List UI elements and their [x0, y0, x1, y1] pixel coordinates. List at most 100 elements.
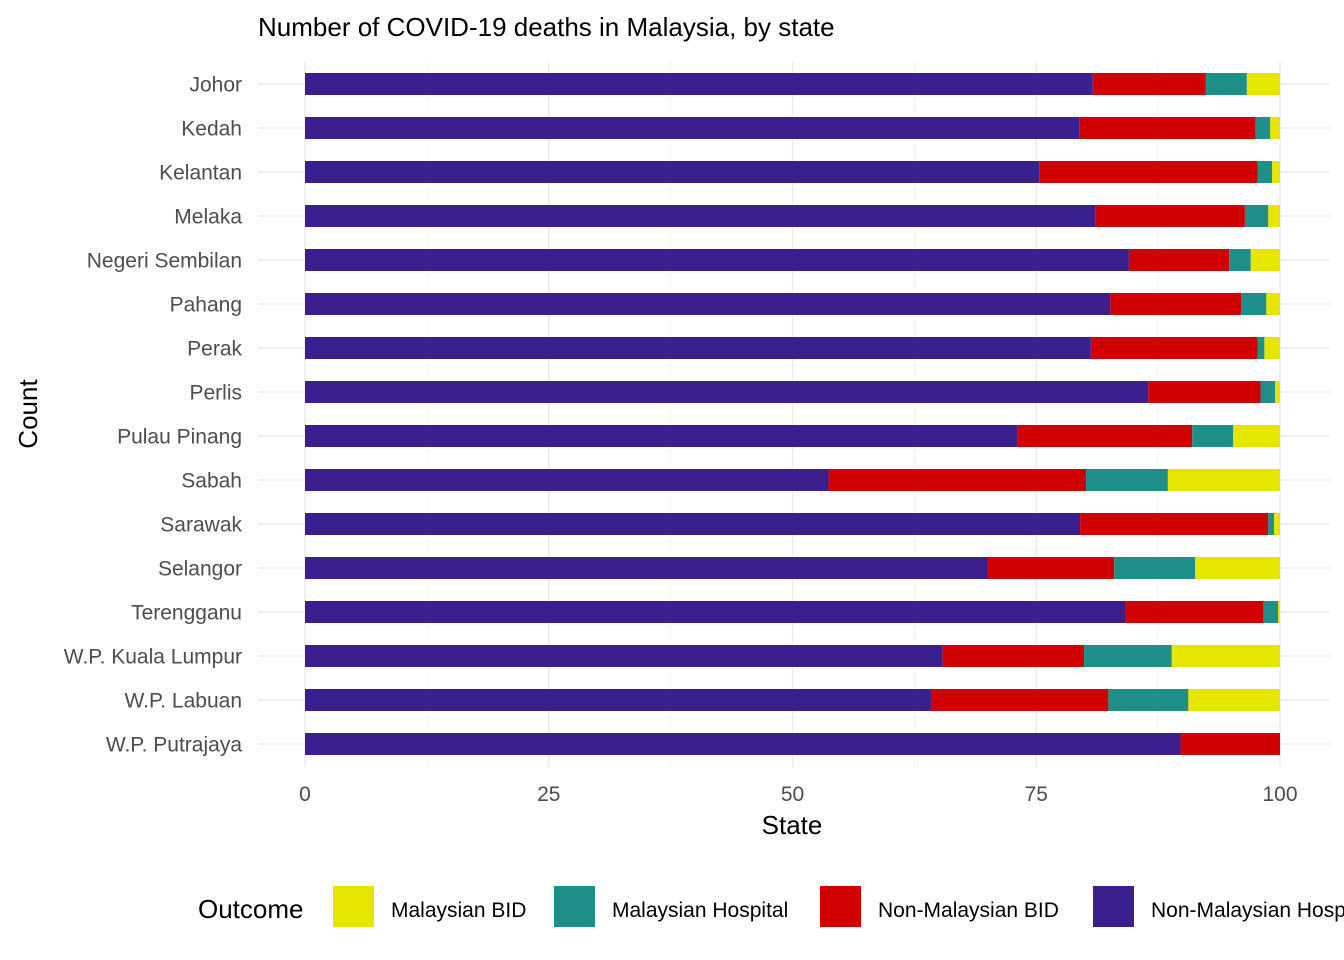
legend: Outcome Malaysian BID Malaysian Hospital N… — [198, 886, 1344, 927]
bar-kelantan-non-malaysian-hospital — [305, 161, 1040, 183]
legend-item-non-malaysian-hospital: Non-Malaysian Hospital — [1093, 886, 1344, 927]
y-tick-label: Kelantan — [159, 162, 242, 185]
bar-kedah-malaysian-bid — [1270, 117, 1280, 139]
bar-w-p-labuan-malaysian-bid — [1188, 689, 1280, 711]
bar-perak-non-malaysian-bid — [1090, 337, 1258, 359]
bar-w-p-labuan-malaysian-hospital — [1108, 689, 1189, 711]
bar-negeri-sembilan-malaysian-bid — [1250, 249, 1280, 271]
legend-label: Malaysian Hospital — [612, 899, 788, 922]
bar-sabah-malaysian-bid — [1167, 469, 1280, 491]
bar-melaka-non-malaysian-bid — [1095, 205, 1245, 227]
bar-sarawak-non-malaysian-bid — [1080, 513, 1269, 535]
legend-title: Outcome — [198, 894, 304, 924]
bar-selangor-malaysian-bid — [1195, 557, 1280, 579]
bar-kelantan-non-malaysian-bid — [1039, 161, 1258, 183]
x-tick-label: 0 — [299, 783, 311, 806]
bar-terengganu-malaysian-hospital — [1263, 601, 1279, 623]
bar-w-p-labuan-non-malaysian-bid — [930, 689, 1109, 711]
bar-perlis-malaysian-bid — [1275, 381, 1280, 403]
bar-sabah-malaysian-hospital — [1085, 469, 1168, 491]
y-tick-label: Negeri Sembilan — [87, 250, 242, 273]
legend-items: Malaysian BID Malaysian Hospital Non-Malay… — [333, 886, 1344, 927]
bar-terengganu-non-malaysian-bid — [1124, 601, 1264, 623]
bar-melaka-malaysian-hospital — [1244, 205, 1269, 227]
bar-negeri-sembilan-non-malaysian-bid — [1128, 249, 1230, 271]
legend-label: Non-Malaysian BID — [878, 899, 1059, 922]
bar-sarawak-malaysian-bid — [1274, 513, 1280, 535]
legend-swatch — [820, 886, 861, 927]
legend-label: Non-Malaysian Hospital — [1151, 899, 1344, 922]
legend-swatch — [333, 886, 374, 927]
bar-perak-malaysian-bid — [1264, 337, 1280, 359]
bar-sarawak-malaysian-hospital — [1268, 513, 1275, 535]
bar-terengganu-malaysian-bid — [1278, 601, 1280, 623]
bar-w-p-kuala-lumpur-non-malaysian-hospital — [305, 645, 943, 667]
y-tick-labels: Johor Kedah Kelantan Melaka Negeri Sembilan P… — [64, 74, 243, 757]
bar-selangor-malaysian-hospital — [1114, 557, 1196, 579]
bar-pulau-pinang-malaysian-bid — [1233, 425, 1280, 447]
bar-perak-non-malaysian-hospital — [305, 337, 1091, 359]
bar-pahang-non-malaysian-hospital — [305, 293, 1111, 315]
y-tick-label: Sarawak — [160, 514, 242, 537]
bar-w-p-kuala-lumpur-malaysian-bid — [1171, 645, 1280, 667]
y-tick-label: Sabah — [181, 470, 242, 493]
y-tick-label: Kedah — [181, 118, 242, 141]
bars — [305, 73, 1280, 755]
x-axis-title: State — [762, 810, 823, 840]
bar-melaka-non-malaysian-hospital — [305, 205, 1096, 227]
bar-kedah-non-malaysian-bid — [1079, 117, 1256, 139]
bar-w-p-labuan-non-malaysian-hospital — [305, 689, 931, 711]
y-tick-label: W.P. Kuala Lumpur — [64, 646, 242, 669]
x-tick-labels: 0 25 50 75 100 — [299, 783, 1297, 806]
bar-perlis-malaysian-hospital — [1260, 381, 1276, 403]
bar-johor-malaysian-bid — [1246, 73, 1280, 95]
bar-melaka-malaysian-bid — [1268, 205, 1280, 227]
legend-label: Malaysian BID — [391, 899, 526, 922]
legend-item-non-malaysian-bid: Non-Malaysian BID — [820, 886, 1059, 927]
bar-pahang-malaysian-bid — [1266, 293, 1280, 315]
bar-sabah-non-malaysian-bid — [828, 469, 1086, 491]
bar-w-p-putrajaya-non-malaysian-hospital — [305, 733, 1181, 755]
bar-w-p-putrajaya-non-malaysian-bid — [1180, 733, 1280, 755]
y-tick-label: W.P. Putrajaya — [106, 734, 243, 757]
x-tick-label: 75 — [1025, 783, 1048, 806]
bar-sarawak-non-malaysian-hospital — [305, 513, 1081, 535]
y-tick-label: Melaka — [174, 206, 242, 229]
bar-kelantan-malaysian-hospital — [1257, 161, 1273, 183]
x-tick-label: 100 — [1262, 783, 1297, 806]
y-tick-label: Pulau Pinang — [117, 426, 242, 449]
bar-perlis-non-malaysian-hospital — [305, 381, 1149, 403]
y-tick-label: Selangor — [158, 558, 242, 581]
y-tick-label: Terengganu — [131, 602, 242, 625]
bar-kedah-non-malaysian-hospital — [305, 117, 1080, 139]
bar-perak-malaysian-hospital — [1257, 337, 1265, 359]
y-tick-label: Pahang — [170, 294, 242, 317]
y-tick-label: W.P. Labuan — [124, 690, 242, 713]
bar-johor-malaysian-hospital — [1205, 73, 1247, 95]
chart-title: Number of COVID-19 deaths in Malaysia, b… — [258, 12, 835, 42]
bar-w-p-kuala-lumpur-malaysian-hospital — [1084, 645, 1172, 667]
bar-pahang-non-malaysian-bid — [1110, 293, 1241, 315]
bar-perlis-non-malaysian-bid — [1148, 381, 1261, 403]
y-tick-label: Johor — [189, 74, 242, 97]
x-tick-label: 50 — [781, 783, 804, 806]
bar-negeri-sembilan-non-malaysian-hospital — [305, 249, 1129, 271]
legend-item-malaysian-hospital: Malaysian Hospital — [554, 886, 788, 927]
bar-sabah-non-malaysian-hospital — [305, 469, 829, 491]
bar-pahang-malaysian-hospital — [1241, 293, 1267, 315]
bar-selangor-non-malaysian-bid — [987, 557, 1115, 579]
legend-item-malaysian-bid: Malaysian BID — [333, 886, 526, 927]
y-tick-label: Perak — [187, 338, 242, 361]
bar-johor-non-malaysian-bid — [1092, 73, 1206, 95]
bar-selangor-non-malaysian-hospital — [305, 557, 988, 579]
bar-johor-non-malaysian-hospital — [305, 73, 1093, 95]
bar-kedah-malaysian-hospital — [1255, 117, 1271, 139]
x-tick-label: 25 — [537, 783, 560, 806]
legend-swatch — [554, 886, 595, 927]
bar-terengganu-non-malaysian-hospital — [305, 601, 1125, 623]
bar-pulau-pinang-malaysian-hospital — [1192, 425, 1234, 447]
bar-negeri-sembilan-malaysian-hospital — [1229, 249, 1251, 271]
y-axis-title: Count — [13, 379, 43, 449]
bar-kelantan-malaysian-bid — [1272, 161, 1280, 183]
